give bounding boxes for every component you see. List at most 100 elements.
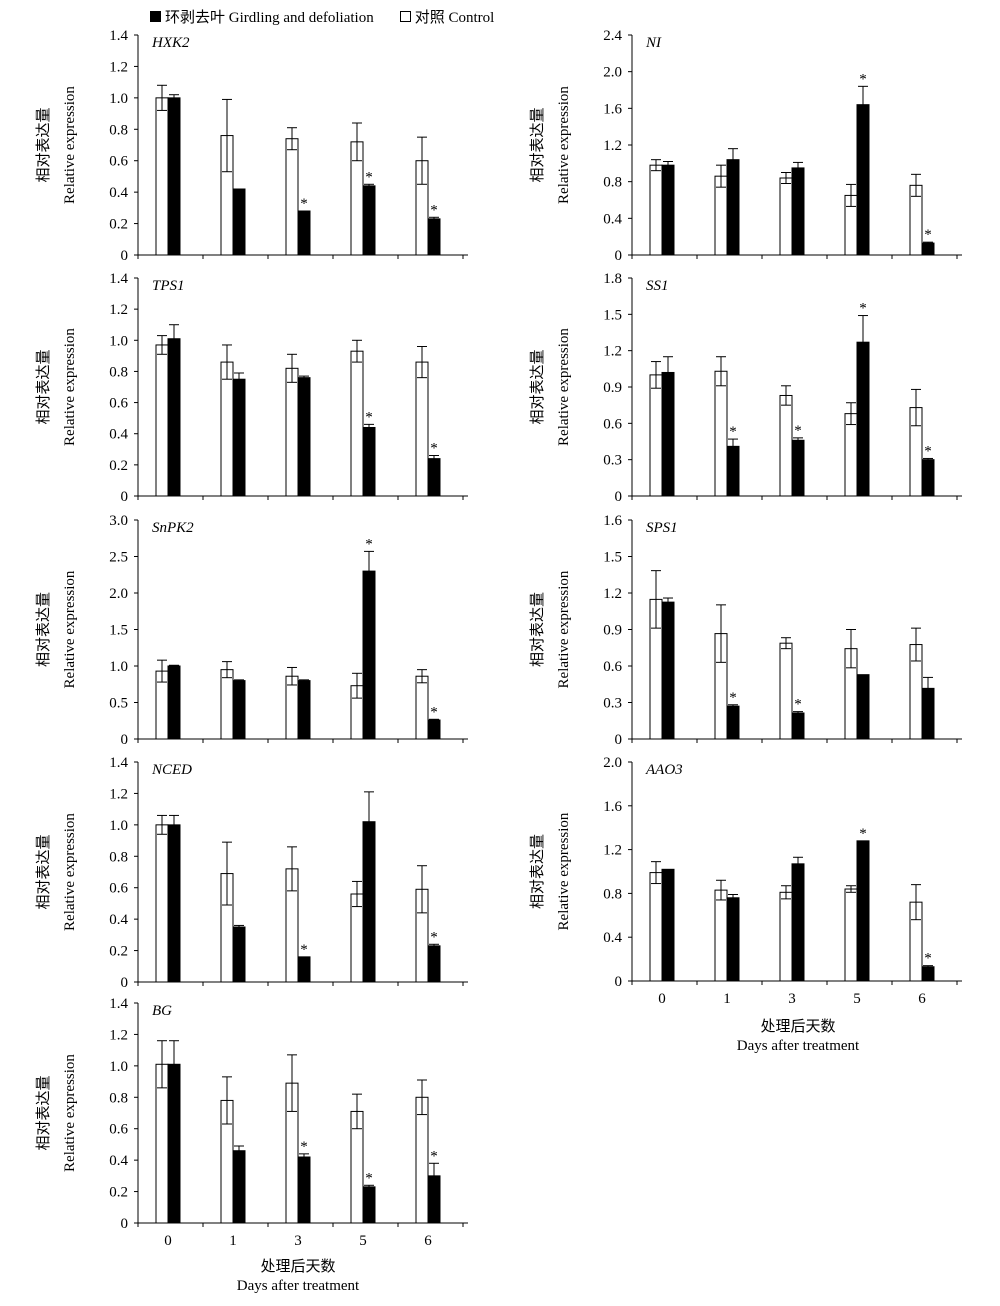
chart-bg-x-tick-label: 6 [424,1233,432,1249]
x-axis-title-en-right: Days after treatment [736,1038,860,1054]
chart-ni-bar-control [779,177,793,256]
chart-nced-ylabel-en: Relative expression [62,813,78,931]
legend-treatment-label: 环剥去叶 Girdling and defoliation [165,10,374,26]
chart-snpk2-ylabel-cn: 相对表达量 [35,592,52,667]
chart-snpk2-bar-treatment [167,665,181,740]
chart-snpk2-bar-treatment [362,570,376,740]
chart-bg-y-tick-label: 1.2 [109,1027,128,1043]
chart-hxk2-y-tick-label: 0.2 [109,217,128,233]
chart-tps1-bar-control [350,350,364,497]
chart-nced-ylabel-cn: 相对表达量 [35,834,52,909]
chart-ni-ylabel-en: Relative expression [556,86,572,204]
chart-bg-significance-star: * [300,1139,308,1155]
x-axis-title-cn-right: 处理后天数 [760,1019,836,1035]
chart-snpk2-bar-treatment [297,680,311,740]
chart-ni-bar-treatment [726,159,740,256]
chart-aao3-y-tick-label: 0 [615,974,623,990]
chart-bg-x-tick-label: 1 [229,1233,237,1249]
chart-bg-bar-treatment [297,1156,311,1224]
chart-sps1-significance-star: * [794,697,802,713]
legend-control-label: 对照 Control [414,10,495,26]
chart-nced-y-tick-label: 0 [121,975,129,991]
chart-ni-bar-control [649,164,663,256]
chart-tps1-bar-treatment [362,426,376,497]
chart-ss1-ylabel-cn: 相对表达量 [529,349,546,424]
chart-snpk2-bar-control [220,669,234,740]
chart-aao3-bar-control [844,888,858,982]
chart-tps1-bar-treatment [232,378,246,497]
chart-bg-significance-star: * [430,1148,438,1164]
chart-ni-title: NI [645,35,662,51]
chart-snpk2-bar-control [415,675,429,740]
legend-control-swatch [399,11,411,22]
chart-snpk2-y-tick-label: 0 [121,732,129,748]
chart-bg-bar-treatment [362,1186,376,1224]
chart-nced-bar-treatment [427,945,441,983]
chart-ni-bar-control [714,175,728,256]
chart-hxk2-significance-star: * [300,196,308,212]
chart-ss1-y-tick-label: 1.2 [603,344,622,360]
chart-sps1-ylabel-en: Relative expression [556,570,572,688]
chart-hxk2-ylabel-en: Relative expression [62,86,78,204]
chart-nced-y-tick-label: 1.2 [109,786,128,802]
chart-tps1-y-tick-label: 0.4 [109,427,128,443]
chart-nced-bar-control [155,824,169,983]
chart-ni-ylabel-cn: 相对表达量 [529,107,546,182]
chart-snpk2-significance-star: * [365,536,373,552]
chart-hxk2-ylabel-cn: 相对表达量 [35,107,52,182]
chart-aao3-title: AAO3 [645,762,683,778]
chart-aao3-y-tick-label: 1.6 [603,799,622,815]
chart-bg-y-tick-label: 0.4 [109,1153,128,1169]
chart-sps1-significance-star: * [729,690,737,706]
chart-aao3-bar-control [779,891,793,982]
chart-aao3-x-tick-label: 1 [723,991,731,1007]
chart-snpk2-bar-treatment [232,680,246,740]
chart-sps1-title: SPS1 [646,520,678,536]
chart-snpk2-title: SnPK2 [152,520,194,536]
chart-aao3-bar-treatment [661,868,675,982]
chart-tps1-bar-treatment [427,458,441,497]
chart-nced-bar-treatment [167,824,181,983]
chart-snpk2-bar-control [285,675,299,740]
chart-ni-y-tick-label: 1.6 [603,101,622,117]
chart-sps1-y-tick-label: 0.3 [603,696,622,712]
chart-aao3-x-tick-label: 3 [788,991,796,1007]
chart-snpk2-y-tick-label: 3.0 [109,513,128,529]
chart-sps1-y-tick-label: 0.6 [603,659,622,675]
chart-aao3-x-tick-label: 6 [918,991,926,1007]
chart-hxk2-y-tick-label: 1.4 [109,28,128,44]
chart-ss1-title: SS1 [646,278,669,294]
chart-tps1-bar-treatment [297,377,311,497]
chart-snpk2-bar-treatment [427,719,441,740]
chart-bg-bar-control [415,1096,429,1224]
chart-sps1-y-tick-label: 1.5 [603,550,622,566]
chart-tps1-significance-star: * [365,409,373,425]
chart-bg-y-tick-label: 1.0 [109,1059,128,1075]
legend: 环剥去叶 Girdling and defoliation 对照 Control [150,6,494,27]
chart-hxk2-significance-star: * [365,169,373,185]
chart-nced-significance-star: * [300,942,308,958]
chart-tps1-y-tick-label: 1.2 [109,302,128,318]
chart-aao3-y-tick-label: 0.4 [603,930,622,946]
chart-sps1-bar-treatment [661,601,675,740]
chart-tps1-bar-treatment [167,338,181,497]
chart-tps1-y-tick-label: 1.0 [109,333,128,349]
chart-ss1-y-tick-label: 1.5 [603,307,622,323]
chart-tps1-bar-control [285,367,299,497]
chart-bg-bar-treatment [167,1063,181,1224]
chart-aao3-x-tick-label: 0 [658,991,666,1007]
chart-ni-y-tick-label: 1.2 [603,138,622,154]
chart-ni-y-tick-label: 2.4 [603,28,622,44]
chart-ss1-bar-treatment [726,445,740,497]
chart-bg-x-tick-label: 3 [294,1233,302,1249]
chart-ni-y-tick-label: 0.8 [603,175,622,191]
chart-sps1-bar-treatment [726,705,740,740]
chart-tps1-y-tick-label: 0.2 [109,458,128,474]
chart-tps1-ylabel-en: Relative expression [62,328,78,446]
chart-ss1-significance-star: * [859,301,867,317]
chart-tps1-y-tick-label: 0 [121,489,129,505]
chart-hxk2-bar-treatment [297,210,311,256]
chart-ss1-bar-treatment [661,371,675,497]
chart-bg-y-tick-label: 1.4 [109,996,128,1012]
